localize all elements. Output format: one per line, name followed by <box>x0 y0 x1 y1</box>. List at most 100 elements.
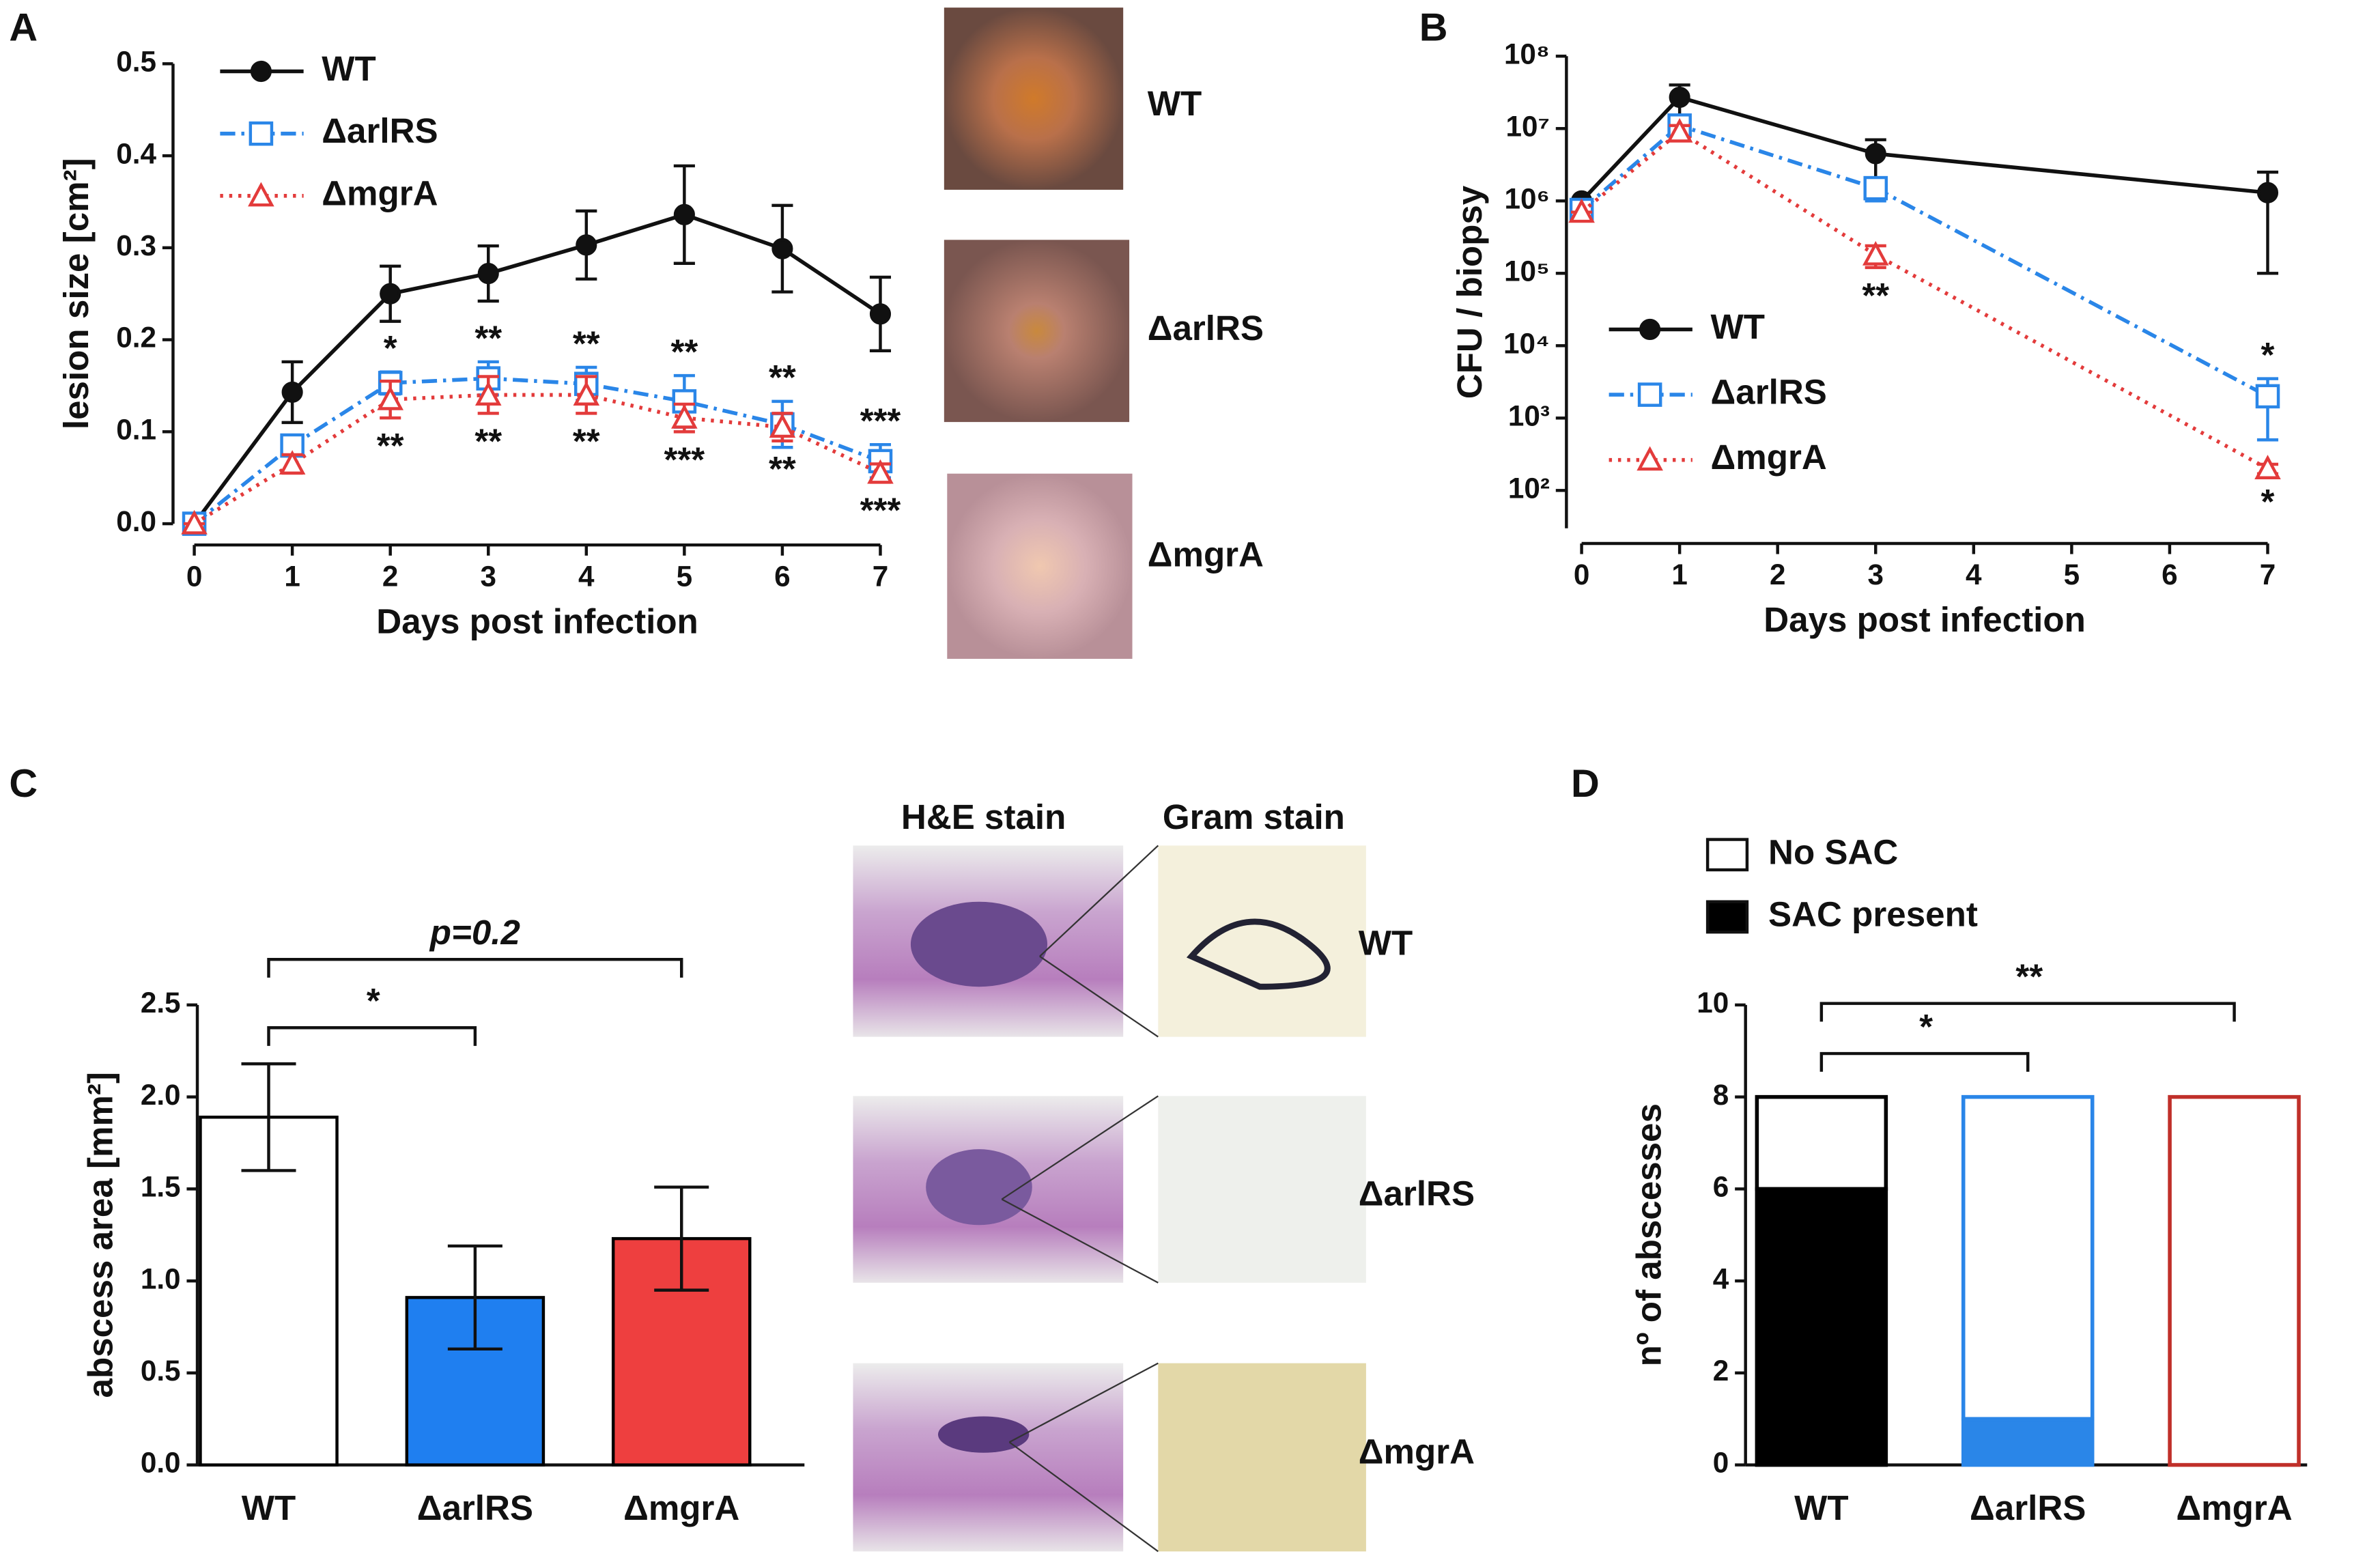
histology-label: ΔarlRS <box>1359 1174 1475 1213</box>
panel-label: A <box>9 6 38 50</box>
legend-swatch <box>1705 838 1749 872</box>
bracket <box>1819 1002 2236 1022</box>
legend-label: No SAC <box>1768 832 1898 871</box>
point <box>672 389 697 414</box>
point <box>2254 455 2281 479</box>
y-tick-label: 10 <box>1697 987 1729 1019</box>
error-bar <box>241 1062 296 1172</box>
legend-label: ΔarlRS <box>322 111 438 150</box>
point <box>281 381 303 403</box>
significance: ** <box>769 449 796 488</box>
legend-label: ΔarlRS <box>1711 373 1827 412</box>
panel-label: D <box>1571 762 1600 806</box>
x-tick-label: WT <box>1794 1488 1848 1527</box>
y-tick-label: 10⁸ <box>1504 38 1550 70</box>
bar-segment <box>1755 1094 1888 1191</box>
histology-label: WT <box>1359 924 1413 963</box>
x-tick-label: 4 <box>1966 558 1982 591</box>
point <box>1865 143 1886 165</box>
series-line <box>193 376 881 526</box>
point <box>1666 117 1693 143</box>
y-tick-label: 6 <box>1713 1171 1729 1203</box>
y-tick-label: 10⁴ <box>1503 327 1550 359</box>
column-title: Gram stain <box>1163 797 1345 836</box>
y-tick-label: 10³ <box>1508 399 1550 432</box>
point <box>671 404 698 429</box>
point <box>380 283 401 305</box>
x-tick-label: 1 <box>1671 558 1687 591</box>
histology-label: ΔmgrA <box>1359 1432 1475 1471</box>
y-tick-label: 10⁵ <box>1504 255 1550 287</box>
point <box>573 381 600 406</box>
photo-label: ΔmgrA <box>1148 535 1264 574</box>
bar <box>199 1116 339 1467</box>
point <box>771 238 793 259</box>
bar-segment <box>1961 1094 2095 1421</box>
x-tick-label: ΔarlRS <box>417 1488 533 1527</box>
x-tick-label: ΔmgrA <box>623 1488 739 1527</box>
legend-marker <box>1637 382 1662 407</box>
significance: ** <box>769 358 796 397</box>
significance: * <box>1918 1007 1933 1046</box>
y-axis-label: abscess area [mm²] <box>81 1072 120 1398</box>
x-tick-label: 3 <box>1868 558 1884 591</box>
point <box>2255 384 2280 409</box>
legend-marker <box>1639 318 1661 341</box>
x-tick-label: 6 <box>774 560 790 592</box>
bracket <box>1819 1051 2030 1072</box>
point <box>867 459 894 484</box>
significance: *** <box>860 401 901 440</box>
significance: * <box>384 328 397 367</box>
point <box>477 263 499 285</box>
significance: ** <box>2014 957 2043 996</box>
photo-label: ΔarlRS <box>1148 309 1264 348</box>
x-tick-label: 0 <box>186 560 202 592</box>
point <box>1568 198 1595 223</box>
point <box>769 413 796 438</box>
y-tick-label: 10⁶ <box>1504 182 1549 214</box>
legend-marker <box>249 121 274 146</box>
legend-label: ΔmgrA <box>322 173 438 212</box>
y-tick-label: 0.5 <box>141 1355 181 1387</box>
series-line <box>1580 95 2268 203</box>
significance: ** <box>573 421 600 460</box>
y-tick-label: 0.5 <box>116 46 156 78</box>
legend-marker <box>1637 446 1663 471</box>
y-tick-label: 0.0 <box>141 1447 181 1479</box>
x-tick-label: 4 <box>578 560 595 592</box>
significance: * <box>2261 335 2275 374</box>
point <box>576 234 597 256</box>
y-axis-label: nº of abscesses <box>1629 1103 1668 1366</box>
y-tick-label: 0.2 <box>116 322 156 354</box>
photo <box>947 473 1133 659</box>
panel-label: C <box>9 762 38 806</box>
y-tick-label: 10² <box>1508 472 1550 504</box>
series-line <box>193 212 882 525</box>
error-bar <box>654 1185 709 1292</box>
point <box>1862 240 1889 266</box>
legend-label: SAC present <box>1768 894 1978 933</box>
significance: p=0.2 <box>429 913 520 952</box>
photo-label: WT <box>1148 84 1202 123</box>
series-line <box>193 393 881 526</box>
y-tick-label: 1.0 <box>141 1262 181 1295</box>
bar-segment <box>2168 1094 2301 1467</box>
photo <box>944 240 1130 423</box>
x-tick-label: 2 <box>1770 558 1785 591</box>
y-axis-label: CFU / biopsy <box>1450 185 1489 399</box>
y-tick-label: 2 <box>1713 1355 1729 1387</box>
x-tick-label: 5 <box>677 560 692 592</box>
point <box>279 450 306 475</box>
significance: ** <box>1862 276 1889 315</box>
y-tick-label: 0.3 <box>116 229 156 261</box>
y-tick-label: 0.1 <box>116 413 156 445</box>
x-axis-label: Days post infection <box>376 602 698 640</box>
x-tick-label: ΔmgrA <box>2176 1488 2292 1527</box>
x-tick-label: 0 <box>1574 558 1589 591</box>
significance: ** <box>474 318 502 357</box>
y-tick-label: 4 <box>1713 1262 1729 1295</box>
x-tick-label: ΔarlRS <box>1970 1488 2086 1527</box>
x-tick-label: 7 <box>873 560 888 592</box>
series-line <box>1580 123 2269 398</box>
point <box>869 303 892 325</box>
